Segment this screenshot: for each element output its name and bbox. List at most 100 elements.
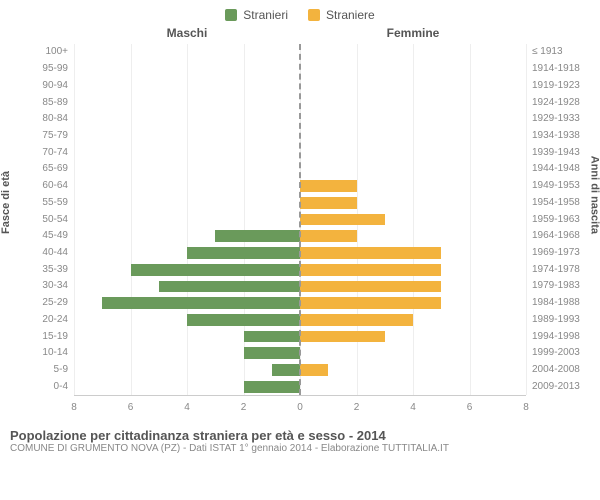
birth-year-label: 1934-1938 <box>526 131 590 141</box>
age-label: 35-39 <box>34 265 74 275</box>
birth-year-label: 1919-1923 <box>526 81 590 91</box>
birth-year-label: 1924-1928 <box>526 98 590 108</box>
bar-female <box>300 230 357 242</box>
bar-container-male <box>74 281 300 293</box>
bar-male <box>244 331 301 343</box>
bar-female <box>300 297 441 309</box>
x-tick-label: 4 <box>410 402 416 413</box>
bar-container-female <box>300 264 526 276</box>
bar-female <box>300 364 328 376</box>
bar-female <box>300 214 385 226</box>
bar-container-female <box>300 47 526 59</box>
bar-male <box>159 281 300 293</box>
birth-year-label: 1929-1933 <box>526 114 590 124</box>
plot: 100+≤ 191395-991914-191890-941919-192385… <box>74 44 526 396</box>
header-male: Maschi <box>74 26 300 40</box>
bar-container-male <box>74 47 300 59</box>
bar-container-male <box>74 364 300 376</box>
birth-year-label: 1914-1918 <box>526 64 590 74</box>
birth-year-label: 1944-1948 <box>526 164 590 174</box>
bar-container-female <box>300 180 526 192</box>
x-tick-label: 0 <box>297 402 303 413</box>
bar-male <box>102 297 300 309</box>
bar-container-male <box>74 331 300 343</box>
birth-year-label: 1939-1943 <box>526 148 590 158</box>
x-axis: 864202468 <box>74 402 526 416</box>
age-label: 85-89 <box>34 98 74 108</box>
bar-male <box>131 264 301 276</box>
age-label: 90-94 <box>34 81 74 91</box>
bar-female <box>300 180 357 192</box>
footer: Popolazione per cittadinanza straniera p… <box>0 424 600 454</box>
bar-container-female <box>300 247 526 259</box>
birth-year-label: 1994-1998 <box>526 332 590 342</box>
birth-year-label: 1989-1993 <box>526 315 590 325</box>
age-label: 20-24 <box>34 315 74 325</box>
age-label: 50-54 <box>34 215 74 225</box>
x-tick-label: 8 <box>71 402 77 413</box>
bar-female <box>300 281 441 293</box>
chart-source: COMUNE DI GRUMENTO NOVA (PZ) - Dati ISTA… <box>10 443 590 454</box>
age-label: 40-44 <box>34 248 74 258</box>
birth-year-label: 1954-1958 <box>526 198 590 208</box>
legend-item-male: Stranieri <box>225 8 288 22</box>
bar-female <box>300 331 385 343</box>
bar-container-male <box>74 63 300 75</box>
bar-container-female <box>300 164 526 176</box>
column-headers: Maschi Femmine <box>0 26 600 44</box>
bar-container-male <box>74 147 300 159</box>
bar-container-female <box>300 230 526 242</box>
y-axis-label-left: Fasce di età <box>0 171 12 234</box>
bar-container-female <box>300 147 526 159</box>
birth-year-label: 1984-1988 <box>526 298 590 308</box>
bar-container-female <box>300 281 526 293</box>
bar-female <box>300 264 441 276</box>
birth-year-label: 1964-1968 <box>526 231 590 241</box>
chart-area: Fasce di età Anni di nascita 100+≤ 19139… <box>0 44 600 424</box>
bar-container-male <box>74 113 300 125</box>
age-label: 70-74 <box>34 148 74 158</box>
chart-title: Popolazione per cittadinanza straniera p… <box>10 428 590 443</box>
legend-label-male: Stranieri <box>243 8 288 22</box>
bar-male <box>215 230 300 242</box>
center-axis <box>299 44 301 395</box>
bar-container-female <box>300 214 526 226</box>
bar-container-male <box>74 130 300 142</box>
bar-female <box>300 314 413 326</box>
x-tick-label: 6 <box>467 402 473 413</box>
birth-year-label: 2004-2008 <box>526 365 590 375</box>
bar-container-male <box>74 214 300 226</box>
bar-male <box>244 347 301 359</box>
bar-container-male <box>74 247 300 259</box>
bar-container-male <box>74 197 300 209</box>
bar-container-male <box>74 297 300 309</box>
bar-container-female <box>300 97 526 109</box>
legend-item-female: Straniere <box>308 8 375 22</box>
age-label: 65-69 <box>34 164 74 174</box>
bar-container-male <box>74 80 300 92</box>
x-tick-label: 2 <box>241 402 247 413</box>
birth-year-label: 1974-1978 <box>526 265 590 275</box>
age-label: 10-14 <box>34 348 74 358</box>
bar-container-female <box>300 381 526 393</box>
bar-container-female <box>300 364 526 376</box>
legend-label-female: Straniere <box>326 8 375 22</box>
bar-male <box>272 364 300 376</box>
bar-container-male <box>74 314 300 326</box>
age-label: 45-49 <box>34 231 74 241</box>
bar-container-female <box>300 331 526 343</box>
birth-year-label: 1979-1983 <box>526 281 590 291</box>
birth-year-label: ≤ 1913 <box>526 47 590 57</box>
bar-male <box>244 381 301 393</box>
bar-container-female <box>300 113 526 125</box>
bar-container-male <box>74 264 300 276</box>
bar-container-male <box>74 381 300 393</box>
bar-male <box>187 314 300 326</box>
age-label: 60-64 <box>34 181 74 191</box>
x-tick-label: 4 <box>184 402 190 413</box>
x-tick-label: 2 <box>354 402 360 413</box>
legend: Stranieri Straniere <box>0 0 600 26</box>
legend-swatch-female <box>308 9 320 21</box>
bar-container-female <box>300 130 526 142</box>
birth-year-label: 2009-2013 <box>526 382 590 392</box>
